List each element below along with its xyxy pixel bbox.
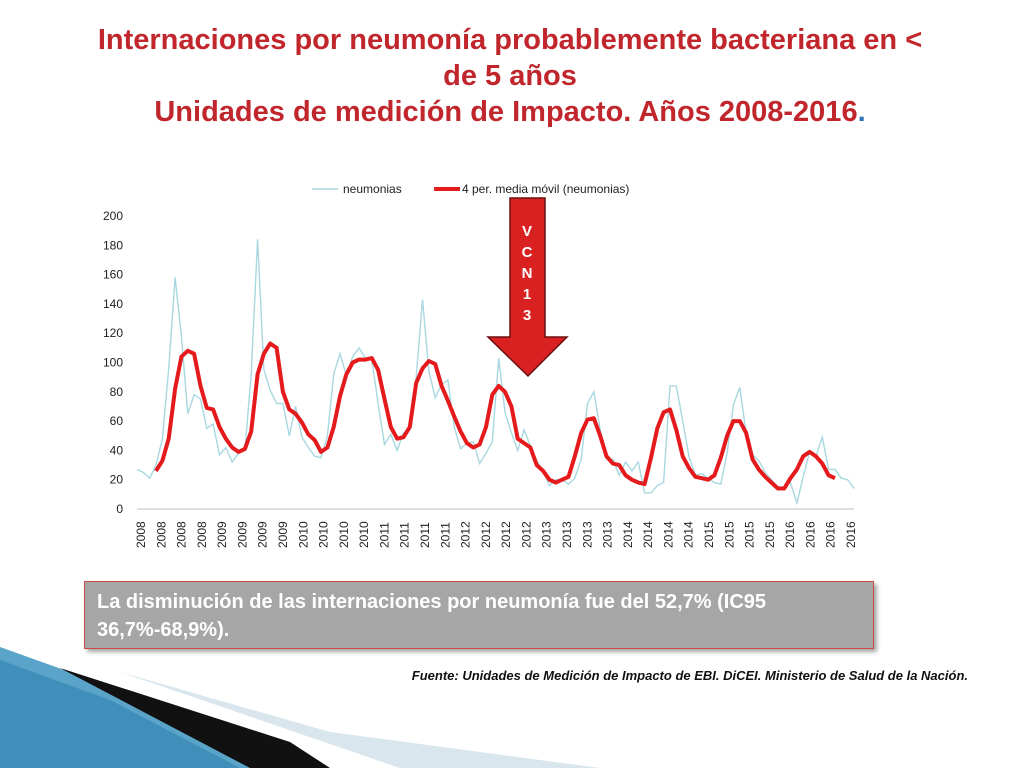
x-tick-label: 2010 <box>357 521 371 548</box>
x-tick-label: 2014 <box>621 521 635 548</box>
y-tick-label: 40 <box>110 443 124 457</box>
x-tick-label: 2012 <box>499 521 513 548</box>
deco-stripe-black <box>60 668 330 768</box>
x-tick-label: 2013 <box>601 521 615 548</box>
x-tick-label: 2016 <box>824 521 838 548</box>
x-tick-label: 2013 <box>580 521 594 548</box>
x-tick-label: 2012 <box>519 521 533 548</box>
y-tick-label: 0 <box>116 502 123 516</box>
y-tick-label: 20 <box>110 473 124 487</box>
x-tick-label: 2016 <box>783 521 797 548</box>
x-tick-label: 2011 <box>438 522 452 548</box>
x-tick-label: 2015 <box>763 521 777 548</box>
series-moving-average-line <box>154 341 836 491</box>
arrow-label-letter: 1 <box>523 286 531 303</box>
x-tick-label: 2010 <box>317 521 331 548</box>
arrow-label-letter: N <box>522 265 533 282</box>
x-tick-label: 2008 <box>134 521 148 548</box>
title-line-3-end: . <box>857 96 866 128</box>
arrow-label-letter: 3 <box>523 307 531 324</box>
title-line-2: de 5 años <box>443 60 577 92</box>
x-tick-label: 2009 <box>235 521 249 548</box>
series-neumonias-line <box>136 239 855 506</box>
vcn13-arrow: VCN 1 3 <box>486 197 569 378</box>
x-tick-label: 2013 <box>560 521 574 548</box>
x-tick-label: 2008 <box>175 521 189 548</box>
arrow-label-letter: C <box>522 244 533 261</box>
y-tick-label: 200 <box>103 209 123 223</box>
x-tick-label: 2011 <box>418 522 432 548</box>
x-tick-label: 2009 <box>256 521 270 548</box>
x-tick-label: 2011 <box>398 522 412 548</box>
legend-label-neumonias: neumonias <box>343 182 402 196</box>
x-tick-label: 2008 <box>154 521 168 548</box>
result-note-text: La disminución de las internaciones por … <box>97 591 767 641</box>
source-footnote: Fuente: Unidades de Medición de Impacto … <box>411 668 968 683</box>
deco-stripe-light <box>120 672 600 768</box>
arrow-label-letter: V <box>522 223 532 240</box>
x-tick-label: 2014 <box>682 521 696 548</box>
title-line-1: Internaciones por neumonía probablemente… <box>97 24 923 56</box>
x-tick-label: 2009 <box>215 521 229 548</box>
y-tick-label: 140 <box>103 297 123 311</box>
legend-label-moving-average: 4 per. media móvil (neumonias) <box>462 182 629 196</box>
deco-stripe-blue-dark <box>0 660 240 768</box>
y-tick-label: 100 <box>103 356 123 370</box>
result-note-box: La disminución de las internaciones por … <box>84 581 874 649</box>
slide-title: Internaciones por neumonía probablemente… <box>10 22 1010 130</box>
y-tick-label: 120 <box>103 326 123 340</box>
arrow-shape <box>486 197 569 378</box>
x-tick-label: 2015 <box>743 521 757 548</box>
y-tick-label: 180 <box>103 238 123 252</box>
x-tick-label: 2015 <box>702 521 716 548</box>
x-tick-label: 2011 <box>377 522 391 548</box>
x-tick-label: 2012 <box>459 521 473 548</box>
x-tick-label: 2014 <box>641 521 655 548</box>
x-tick-label: 2009 <box>276 521 290 548</box>
x-tick-label: 2010 <box>337 521 351 548</box>
x-tick-label: 2013 <box>540 521 554 548</box>
y-tick-label: 80 <box>110 385 124 399</box>
x-tick-label: 2016 <box>803 521 817 548</box>
x-tick-label: 2010 <box>296 521 310 548</box>
y-tick-label: 60 <box>110 414 124 428</box>
y-tick-label: 160 <box>103 268 123 282</box>
title-line-3-text: Unidades de medición de Impacto. Años 20… <box>154 96 858 128</box>
title-line-3: Unidades de medición de Impacto. Años 20… <box>10 94 1010 130</box>
x-tick-label: 2012 <box>479 521 493 548</box>
x-tick-label: 2016 <box>844 521 858 548</box>
x-tick-label: 2015 <box>722 521 736 548</box>
x-tick-label: 2014 <box>661 521 675 548</box>
x-tick-label: 2008 <box>195 521 209 548</box>
